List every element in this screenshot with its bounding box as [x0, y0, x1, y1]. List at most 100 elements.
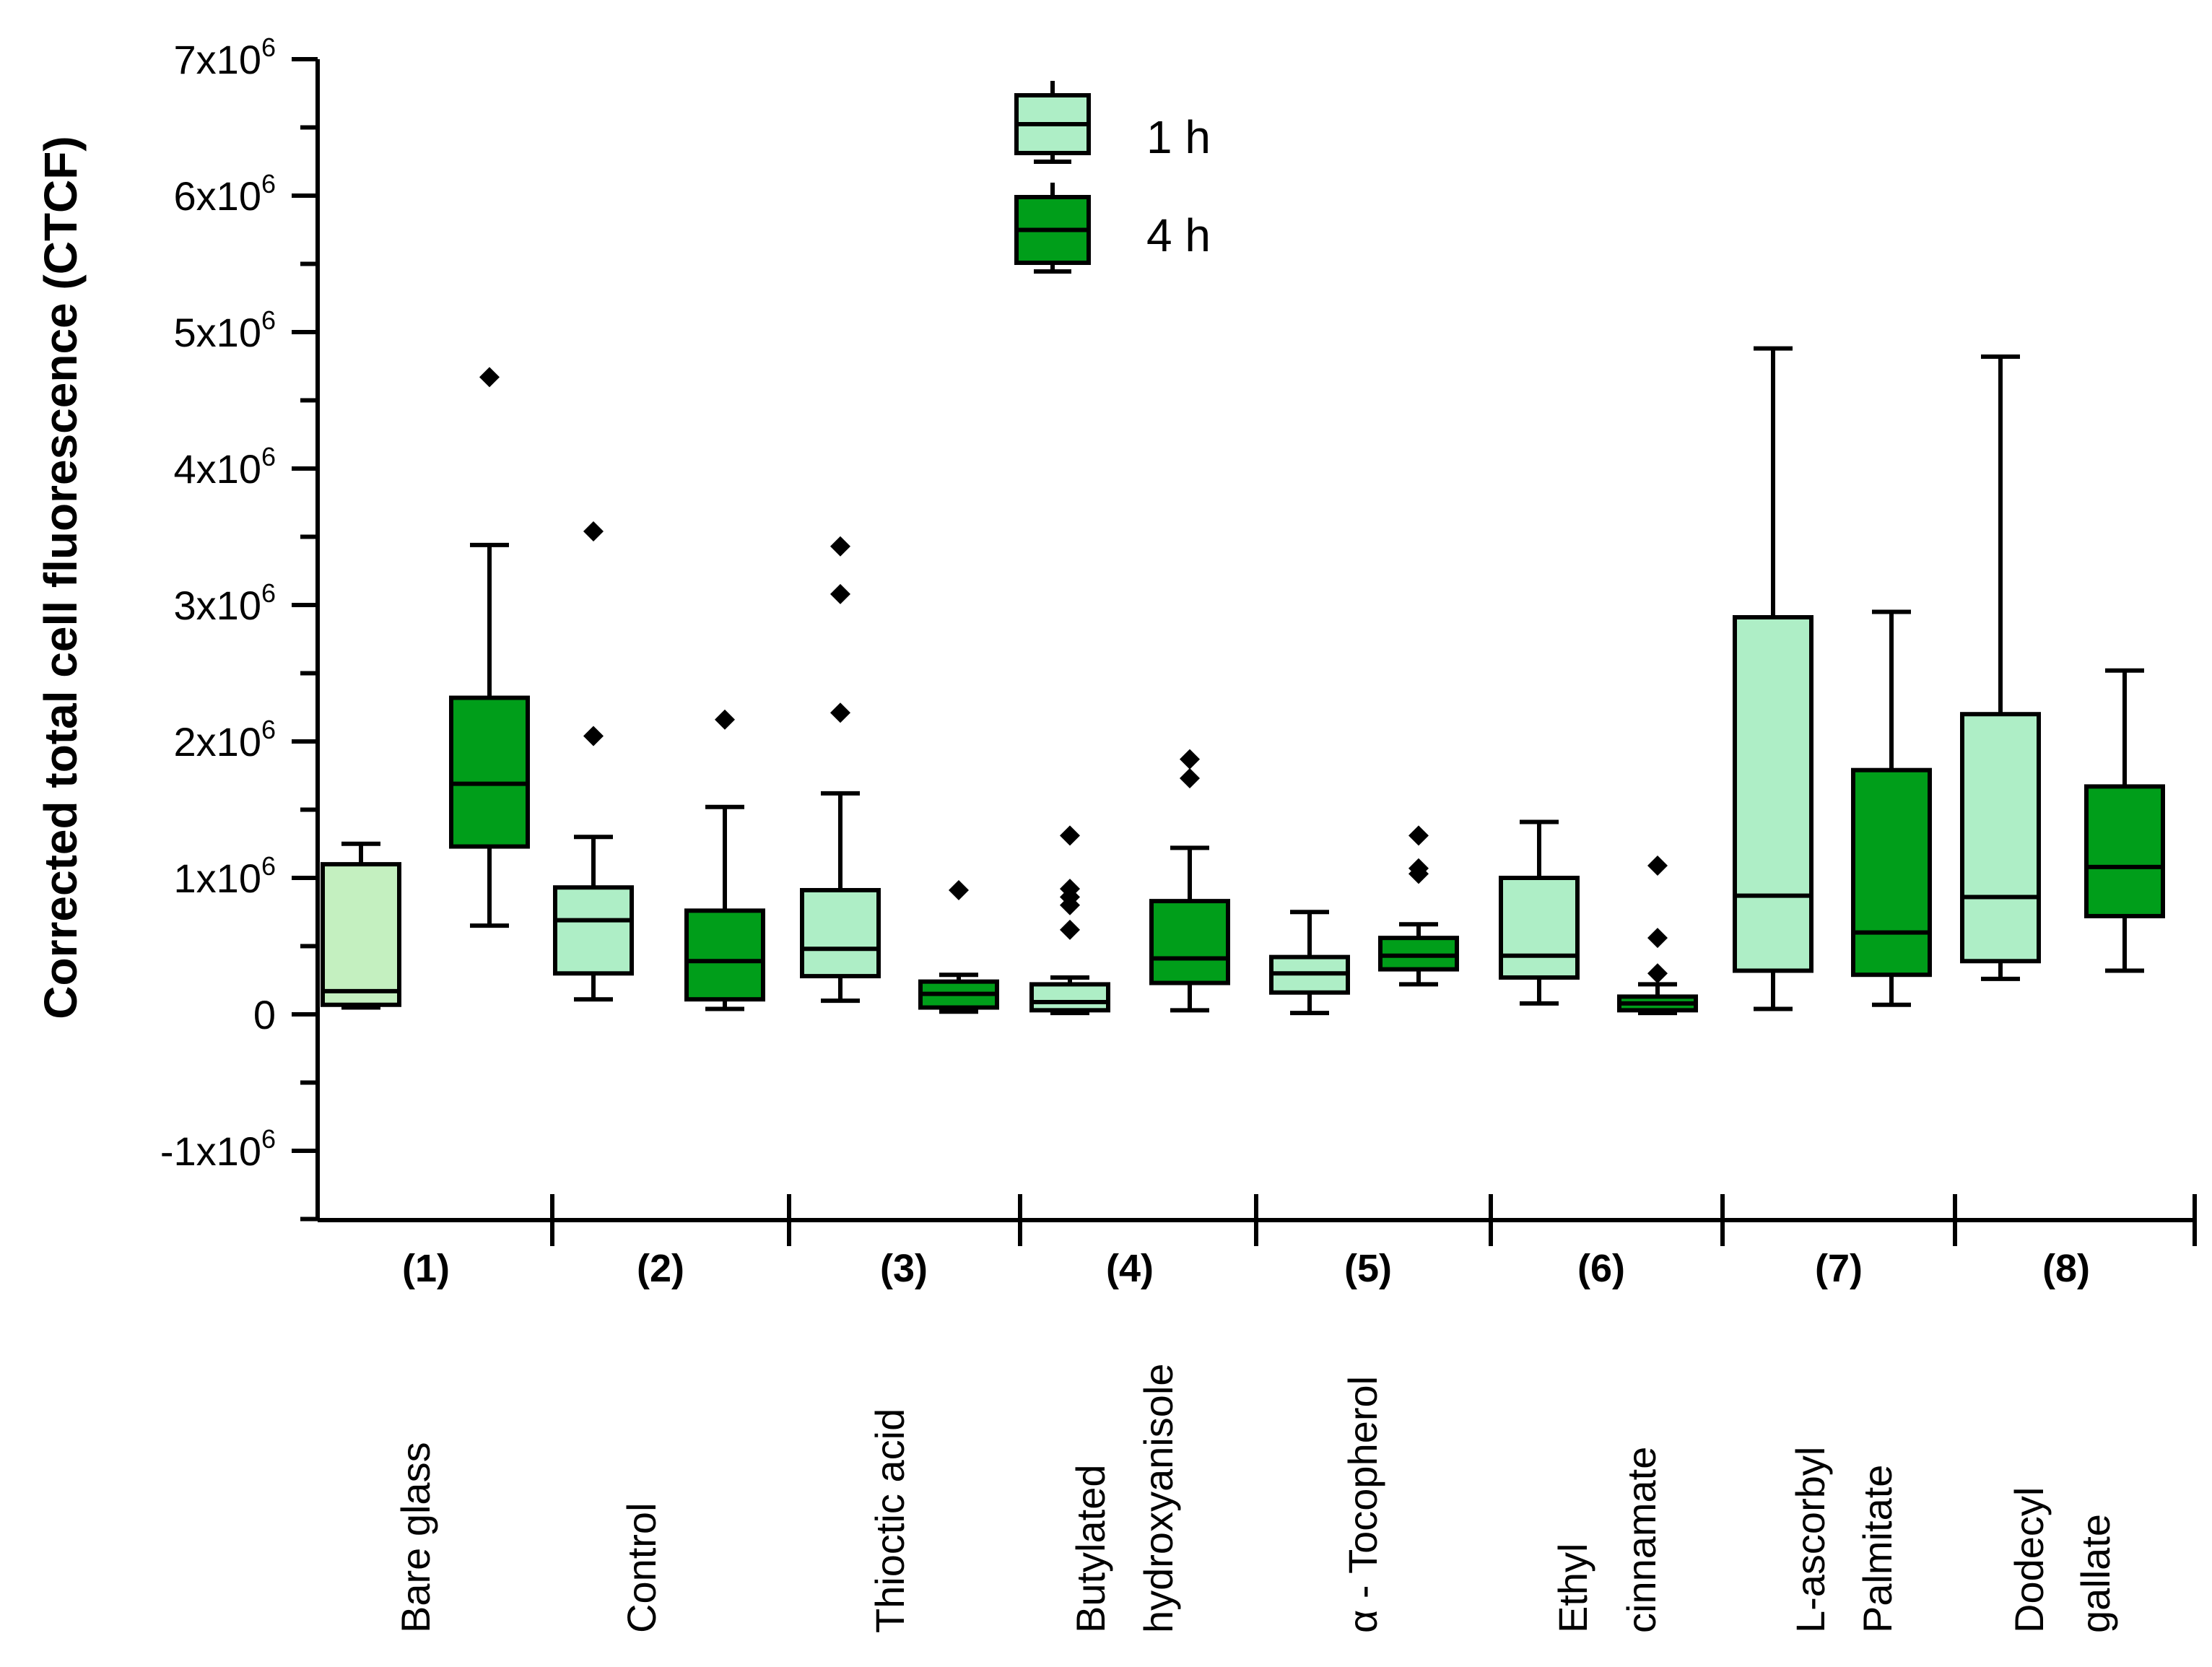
category-name: hydroxyanisole	[1136, 1363, 1181, 1633]
axes-layer	[292, 57, 2197, 1246]
box-iqr	[1029, 982, 1110, 1013]
category-number: (2)	[637, 1247, 684, 1290]
box-4h	[1378, 825, 1459, 987]
outlier-point	[1647, 855, 1668, 876]
y-tick-mantissa: 5x10	[174, 310, 261, 355]
y-tick-exponent: 6	[261, 305, 276, 335]
y-tick-label: 7x106	[174, 32, 276, 82]
category-name: gallate	[2073, 1514, 2118, 1633]
y-tick-label: 4x106	[174, 442, 276, 492]
box-1h	[553, 521, 634, 1002]
box-4h	[1149, 749, 1230, 1013]
box-1h	[800, 536, 881, 1004]
box-iqr	[1960, 712, 2041, 964]
y-tick-label: 3x106	[174, 578, 276, 628]
y-tick-label: 6x106	[174, 169, 276, 219]
legend: 1 h 4 h	[1014, 81, 1211, 274]
outlier-point	[1060, 879, 1080, 900]
category-name: Ethyl	[1550, 1544, 1595, 1634]
y-tick-mantissa: -1x10	[160, 1128, 261, 1174]
y-tick-exponent: 6	[261, 715, 276, 744]
outlier-point	[949, 880, 969, 901]
box-1h	[1029, 825, 1110, 1016]
outlier-point	[479, 367, 500, 388]
box-iqr	[2084, 784, 2165, 918]
legend-label: 4 h	[1146, 209, 1211, 261]
category-number: (4)	[1106, 1247, 1154, 1290]
box-1h	[1960, 354, 2041, 981]
outlier-point	[1408, 825, 1429, 846]
box-1h	[1269, 910, 1350, 1016]
box-iqr	[1733, 615, 1813, 973]
y-tick-mantissa: 7x10	[174, 37, 261, 82]
y-tick-exponent: 6	[261, 578, 276, 608]
outlier-point	[1180, 749, 1200, 770]
y-tick-exponent: 6	[261, 32, 276, 62]
category-name: L-ascorbyl	[1788, 1447, 1833, 1633]
outlier-point	[1060, 919, 1080, 940]
outlier-point	[1180, 768, 1200, 789]
box-4h	[684, 709, 765, 1011]
y-tick-label: 5x106	[174, 305, 276, 355]
category-name: Control	[619, 1502, 664, 1633]
outlier-point	[1060, 825, 1080, 846]
category-number: (6)	[1577, 1247, 1625, 1290]
labels-layer: 7x1066x1065x1064x1063x1062x1061x1060-1x1…	[35, 32, 2118, 1633]
box-1h	[1733, 346, 1813, 1011]
outlier-point	[715, 709, 735, 730]
y-tick-exponent: 6	[261, 169, 276, 199]
outlier-point	[1647, 963, 1668, 984]
y-tick-exponent: 6	[261, 1124, 276, 1154]
outlier-point	[583, 521, 604, 541]
y-tick-mantissa: 6x10	[174, 173, 261, 219]
outlier-point	[583, 726, 604, 747]
outlier-point	[1647, 928, 1668, 949]
box-iqr	[684, 908, 765, 1002]
category-number: (3)	[880, 1247, 928, 1290]
y-axis-title: Corrected total cell fluorescence (CTCF)	[35, 136, 87, 1019]
category-name: cinnamate	[1619, 1447, 1664, 1633]
y-tick-mantissa: 0	[253, 992, 276, 1037]
category-name: Thioctic acid	[867, 1409, 913, 1633]
category-number: (5)	[1344, 1247, 1392, 1290]
box-iqr	[321, 862, 401, 1007]
category-name: Butylated	[1068, 1465, 1113, 1634]
outlier-point	[1408, 858, 1429, 879]
y-tick-label: 1x106	[174, 851, 276, 901]
outlier-point	[830, 583, 850, 604]
box-1h	[321, 841, 401, 1010]
category-name: α - Tocopherol	[1340, 1376, 1385, 1633]
box-iqr	[553, 885, 634, 976]
y-tick-label: 2x106	[174, 715, 276, 765]
category-number: (7)	[1815, 1247, 1863, 1290]
box-iqr	[449, 695, 530, 849]
box-4h	[449, 367, 530, 928]
y-tick-label: -1x106	[160, 1124, 276, 1174]
category-name: Dodecyl	[2006, 1487, 2052, 1633]
legend-item: 4 h	[1014, 183, 1211, 274]
box-4h	[1851, 609, 1932, 1007]
y-tick-mantissa: 4x10	[174, 446, 261, 492]
box-iqr	[1149, 899, 1230, 985]
outlier-point	[830, 536, 850, 557]
y-tick-mantissa: 2x10	[174, 719, 261, 765]
category-number: (1)	[402, 1247, 450, 1290]
boxes-layer	[321, 346, 2165, 1016]
box-iqr	[1851, 767, 1932, 978]
y-tick-exponent: 6	[261, 851, 276, 881]
outlier-point	[830, 702, 850, 723]
category-name: Bare glass	[393, 1442, 438, 1633]
box-4h	[1617, 855, 1698, 1016]
box-iqr	[800, 888, 881, 979]
y-tick-label: 0	[253, 992, 276, 1037]
y-tick-mantissa: 3x10	[174, 583, 261, 628]
box-4h	[918, 880, 999, 1014]
box-4h	[2084, 668, 2165, 973]
box-1h	[1499, 819, 1580, 1006]
y-tick-exponent: 6	[261, 442, 276, 471]
legend-item: 1 h	[1014, 81, 1211, 164]
legend-label: 1 h	[1146, 111, 1211, 163]
box-iqr	[1499, 876, 1580, 980]
category-name: Palmitate	[1855, 1465, 1900, 1633]
